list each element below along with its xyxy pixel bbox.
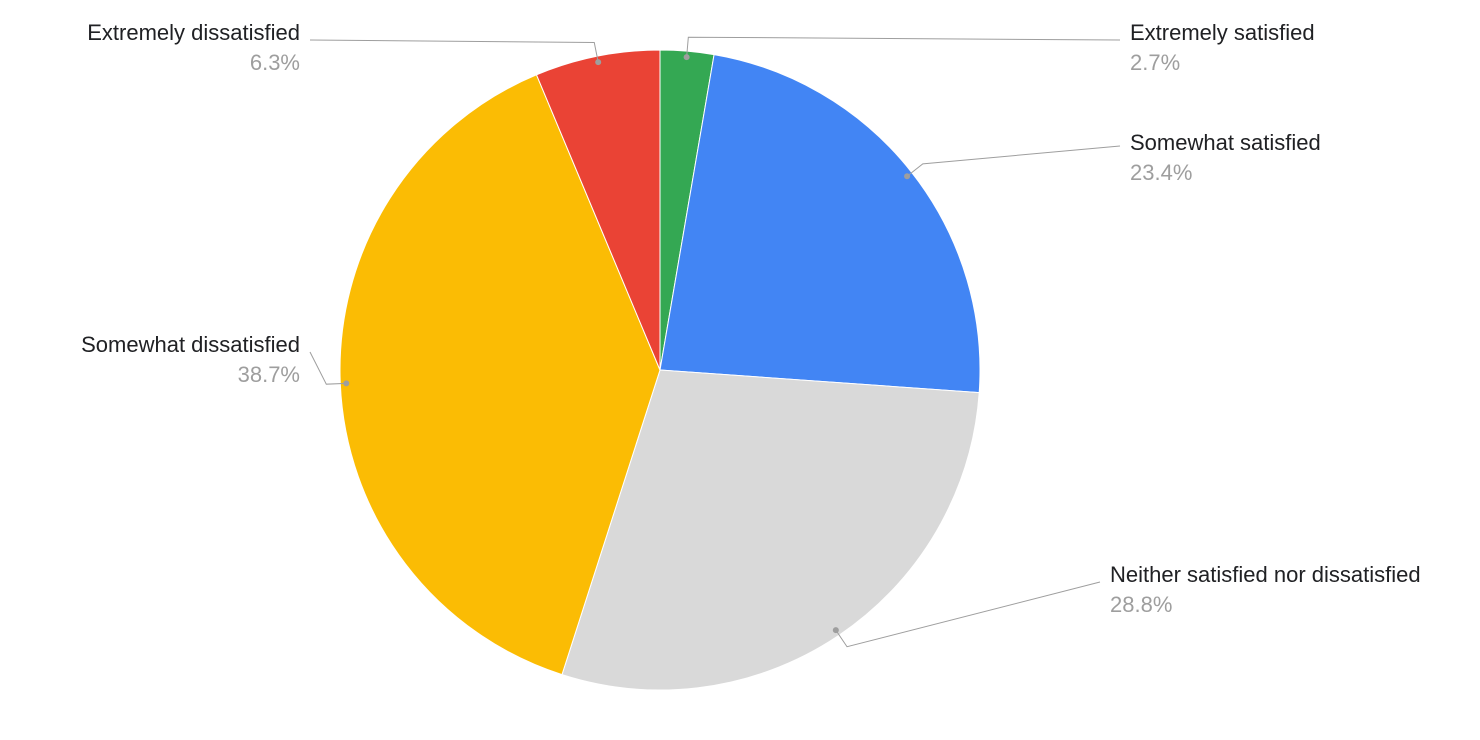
slice-label: Neither satisfied nor dissatisfied: [1110, 562, 1421, 587]
slice-percent: 23.4%: [1130, 160, 1192, 185]
pie-chart: Extremely satisfied 2.7% Somewhat satisfie…: [0, 0, 1480, 740]
slice-percent: 2.7%: [1130, 50, 1180, 75]
slice-percent: 6.3%: [250, 50, 300, 75]
slice-percent: 38.7%: [238, 362, 300, 387]
slice-label: Extremely dissatisfied: [87, 20, 300, 45]
slice-label: Extremely satisfied: [1130, 20, 1315, 45]
slice-label: Somewhat dissatisfied: [81, 332, 300, 357]
slice-percent: 28.8%: [1110, 592, 1172, 617]
slice-label: Somewhat satisfied: [1130, 130, 1321, 155]
